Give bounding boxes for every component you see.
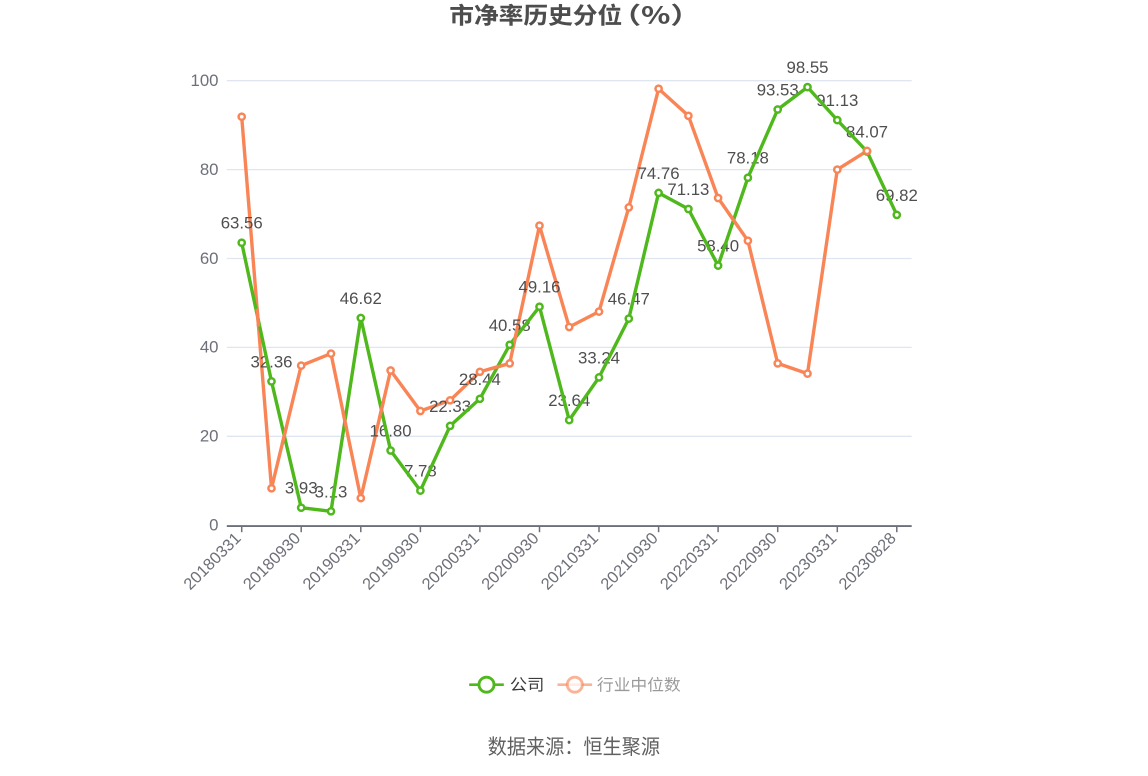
svg-text:78.18: 78.18 bbox=[727, 149, 769, 168]
svg-text:71.13: 71.13 bbox=[667, 180, 709, 199]
svg-text:74.76: 74.76 bbox=[638, 164, 680, 183]
svg-text:40: 40 bbox=[200, 338, 219, 357]
svg-text:69.82: 69.82 bbox=[876, 186, 918, 205]
svg-text:22.33: 22.33 bbox=[429, 397, 471, 416]
svg-text:20: 20 bbox=[200, 427, 219, 446]
svg-text:93.53: 93.53 bbox=[757, 81, 799, 100]
svg-text:100: 100 bbox=[191, 71, 219, 90]
svg-text:49.16: 49.16 bbox=[519, 278, 561, 297]
svg-text:46.47: 46.47 bbox=[608, 290, 650, 309]
svg-text:98.55: 98.55 bbox=[787, 58, 829, 77]
svg-text:63.56: 63.56 bbox=[221, 214, 263, 233]
svg-text:60: 60 bbox=[200, 249, 219, 268]
svg-text:58.40: 58.40 bbox=[697, 237, 739, 256]
svg-text:80: 80 bbox=[200, 160, 219, 179]
svg-text:28.44: 28.44 bbox=[459, 370, 501, 389]
svg-text:84.07: 84.07 bbox=[846, 123, 888, 142]
svg-text:16.80: 16.80 bbox=[370, 422, 412, 441]
svg-text:3.93: 3.93 bbox=[285, 479, 318, 498]
svg-text:91.13: 91.13 bbox=[816, 91, 858, 110]
svg-text:3.13: 3.13 bbox=[315, 482, 348, 501]
svg-text:32.36: 32.36 bbox=[251, 352, 293, 371]
svg-text:46.62: 46.62 bbox=[340, 289, 382, 308]
svg-text:0: 0 bbox=[209, 516, 218, 535]
